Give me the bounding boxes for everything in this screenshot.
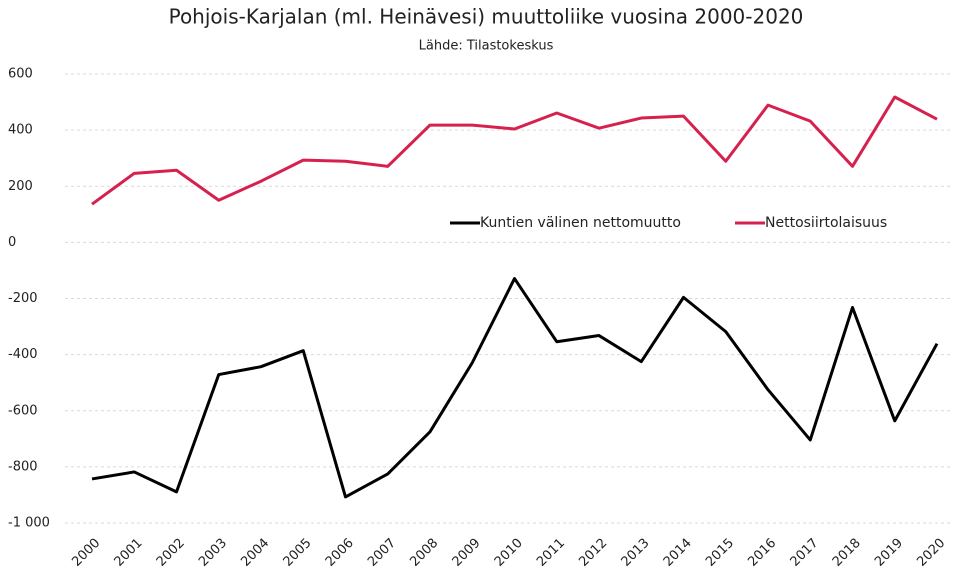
y-tick-label: 600 — [8, 67, 33, 82]
x-tick-label: 2010 — [492, 536, 526, 570]
y-tick-label: 400 — [8, 123, 33, 138]
chart-title: Pohjois-Karjalan (ml. Heinävesi) muuttol… — [169, 5, 804, 29]
x-tick-label: 2011 — [534, 536, 568, 570]
y-tick-label: 0 — [8, 235, 16, 250]
y-tick-label: -400 — [8, 347, 38, 362]
y-tick-label: -800 — [8, 459, 38, 474]
y-tick-label: -1 000 — [8, 516, 50, 531]
x-tick-label: 2017 — [788, 536, 822, 570]
series-line — [91, 277, 939, 499]
x-tick-label: 2018 — [830, 536, 864, 570]
chart-subtitle: Lähde: Tilastokeskus — [419, 39, 554, 54]
x-tick-label: 2012 — [576, 536, 610, 570]
x-tick-label: 2005 — [281, 536, 315, 570]
x-tick-label: 2001 — [112, 536, 146, 570]
x-tick-label: 2009 — [450, 536, 484, 570]
x-tick-label: 2014 — [661, 536, 695, 570]
y-tick-label: 200 — [8, 179, 33, 194]
x-tick-label: 2008 — [407, 536, 441, 570]
x-tick-label: 2015 — [703, 536, 737, 570]
x-tick-label: 2016 — [745, 536, 779, 570]
x-tick-label: 2007 — [365, 536, 399, 570]
series-line — [91, 95, 938, 206]
x-tick-label: 2004 — [238, 536, 272, 570]
y-tick-label: -200 — [8, 291, 38, 306]
x-tick-label: 2020 — [914, 536, 948, 570]
y-tick-label: -600 — [8, 403, 38, 418]
x-tick-label: 2013 — [619, 536, 653, 570]
legend-label: Kuntien välinen nettomuutto — [480, 215, 681, 231]
x-tick-label: 2000 — [69, 536, 103, 570]
x-tick-label: 2002 — [154, 536, 188, 570]
x-tick-label: 2003 — [196, 536, 230, 570]
x-tick-label: 2019 — [872, 536, 906, 570]
x-tick-label: 2006 — [323, 536, 357, 570]
legend-label: Nettosiirtolaisuus — [765, 215, 887, 231]
